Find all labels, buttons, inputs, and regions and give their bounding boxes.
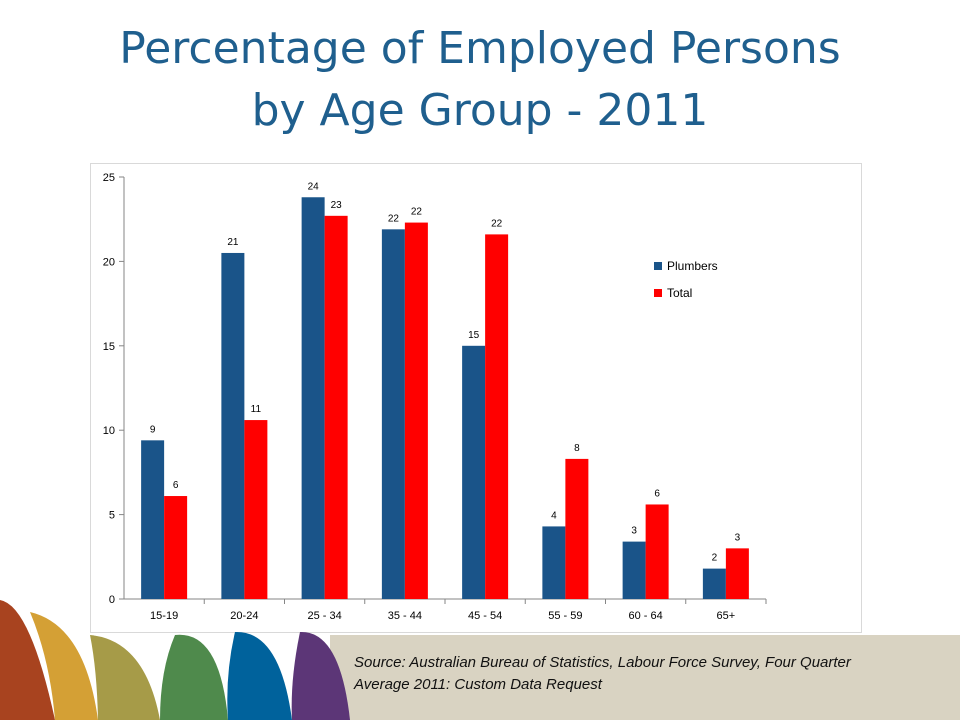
data-label: 21 xyxy=(227,237,239,248)
data-label: 15 xyxy=(468,330,480,341)
data-label: 4 xyxy=(551,510,557,521)
x-tick-label: 35 - 44 xyxy=(388,610,422,622)
x-tick-label: 55 - 59 xyxy=(548,610,582,622)
footer-band-background xyxy=(330,635,960,720)
legend-label-plumbers: Plumbers xyxy=(667,259,718,273)
bar-total xyxy=(164,496,188,599)
data-label: 6 xyxy=(173,480,179,491)
bar-plumbers xyxy=(702,568,726,599)
bar-total xyxy=(244,420,268,599)
footer-stripe-gold xyxy=(30,612,98,720)
bar-total xyxy=(404,222,428,600)
bar-plumbers xyxy=(301,197,325,600)
legend-swatch-total xyxy=(654,289,662,297)
x-tick-label: 60 - 64 xyxy=(629,610,663,622)
title-line-2: by Age Group - 2011 xyxy=(251,85,709,136)
bar-total xyxy=(324,215,348,599)
data-label: 22 xyxy=(491,218,503,229)
source-note: Source: Australian Bureau of Statistics,… xyxy=(354,652,944,696)
bar-plumbers xyxy=(622,541,646,599)
y-tick-label: 15 xyxy=(103,341,115,353)
source-line-1: Source: Australian Bureau of Statistics,… xyxy=(354,654,851,671)
x-tick-label: 45 - 54 xyxy=(468,610,502,622)
y-tick-label: 25 xyxy=(103,172,115,184)
data-label: 22 xyxy=(388,213,400,224)
data-label: 11 xyxy=(251,404,262,415)
y-tick-label: 5 xyxy=(109,510,115,522)
bar-plumbers xyxy=(462,345,486,599)
bar-total xyxy=(485,234,509,599)
legend-swatch-plumbers xyxy=(654,262,662,270)
chart-area: 0 5 10 15 20 25 15-19 9 6 20-24 21 11 25 - 34 24 23 35 … xyxy=(90,163,862,633)
x-tick-label: 65+ xyxy=(717,610,736,622)
x-tick-label: 15-19 xyxy=(150,610,178,622)
data-label: 9 xyxy=(150,424,156,435)
footer-stripe-olive xyxy=(90,635,160,720)
y-tick-label: 0 xyxy=(109,594,115,606)
y-tick-label: 20 xyxy=(103,256,115,268)
x-tick-label: 25 - 34 xyxy=(308,610,342,622)
data-label: 2 xyxy=(712,553,718,564)
bar-plumbers xyxy=(141,440,165,599)
y-tick-label: 10 xyxy=(103,425,115,437)
footer-stripe-rust xyxy=(0,600,55,720)
footer-decoration xyxy=(0,600,960,720)
data-label: 3 xyxy=(631,526,637,537)
bar-plumbers xyxy=(221,252,245,599)
footer-stripe-blue xyxy=(227,631,292,720)
footer-stripe-purple xyxy=(291,631,350,720)
bar-total xyxy=(645,504,669,599)
data-label: 22 xyxy=(411,207,423,218)
data-label: 3 xyxy=(735,532,741,543)
page-title: Percentage of Employed Persons by Age Gr… xyxy=(0,18,960,142)
legend-label-total: Total xyxy=(667,286,692,300)
bar-total xyxy=(725,548,749,599)
x-tick-label: 20-24 xyxy=(230,610,258,622)
bar-plumbers xyxy=(542,526,566,599)
data-label: 6 xyxy=(654,488,660,499)
bar-total xyxy=(565,458,589,599)
data-label: 8 xyxy=(574,443,580,454)
footer-stripe-green xyxy=(160,634,228,720)
data-label: 24 xyxy=(308,181,320,192)
source-line-2: Average 2011: Custom Data Request xyxy=(354,676,602,693)
title-line-1: Percentage of Employed Persons xyxy=(119,23,841,74)
bar-plumbers xyxy=(381,229,405,599)
data-label: 23 xyxy=(331,200,343,211)
